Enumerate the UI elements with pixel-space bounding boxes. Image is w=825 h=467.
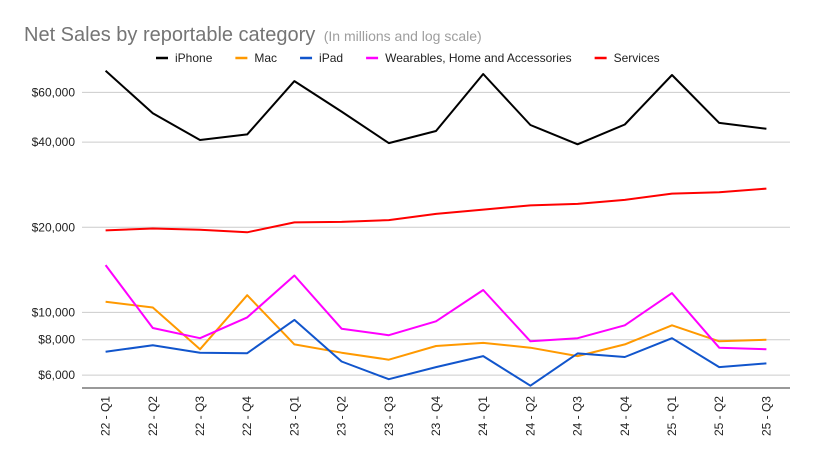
legend-label-mac: Mac — [254, 51, 277, 65]
chart-title: Net Sales by reportable category — [24, 24, 316, 46]
series-line-wearables-home-and-accessories — [104, 264, 767, 351]
x-axis-ticks: 22 - Q1 22 - Q2 22 - Q3 22 - Q4 23 - Q1 23 - … — [99, 396, 774, 436]
y-tick-label: $6,000 — [38, 368, 75, 382]
legend-label-iphone: iPhone — [175, 51, 213, 65]
x-tick-label: 25 - Q2 — [712, 396, 726, 436]
x-tick-label: 25 - Q3 — [759, 396, 773, 436]
series-lines — [104, 69, 767, 387]
series-line-mac — [105, 294, 767, 361]
y-tick-label: $20,000 — [32, 220, 76, 234]
x-tick-label: 25 - Q1 — [665, 396, 679, 436]
gridlines — [82, 91, 790, 376]
series-line-services — [105, 187, 767, 234]
x-tick-label: 23 - Q4 — [429, 396, 443, 436]
legend-label-ipad: iPad — [319, 51, 343, 65]
legend-label-services: Services — [614, 51, 660, 65]
legend: iPhone Mac iPad Wearables, Home and Accesso… — [156, 51, 660, 65]
x-tick-label: 22 - Q1 — [99, 396, 113, 436]
legend-label-wearables-home-and-accessories: Wearables, Home and Accessories — [385, 51, 572, 65]
y-tick-label: $8,000 — [38, 333, 75, 347]
y-axis-ticks: $6,000 $8,000 $10,000 $20,000 $40,000 $60,000 — [32, 85, 76, 382]
chart-subtitle: (In millions and log scale) — [323, 28, 482, 44]
y-tick-label: $40,000 — [32, 135, 76, 149]
x-tick-label: 24 - Q3 — [571, 396, 585, 436]
x-tick-label: 23 - Q2 — [335, 396, 349, 436]
chart-title-block: Net Sales by reportable category (In mil… — [24, 24, 482, 47]
x-tick-label: 24 - Q1 — [476, 396, 490, 436]
x-tick-label: 23 - Q1 — [287, 396, 301, 436]
series-line-iphone — [104, 69, 767, 146]
x-tick-label: 24 - Q4 — [618, 396, 632, 436]
x-tick-label: 23 - Q3 — [382, 396, 396, 436]
y-tick-label: $10,000 — [32, 305, 76, 319]
y-tick-label: $60,000 — [32, 85, 76, 99]
x-tick-label: 22 - Q3 — [193, 396, 207, 436]
x-tick-label: 22 - Q4 — [240, 396, 254, 436]
x-tick-label: 24 - Q2 — [523, 396, 537, 436]
x-tick-label: 22 - Q2 — [146, 396, 160, 436]
series-line-ipad — [105, 318, 767, 387]
